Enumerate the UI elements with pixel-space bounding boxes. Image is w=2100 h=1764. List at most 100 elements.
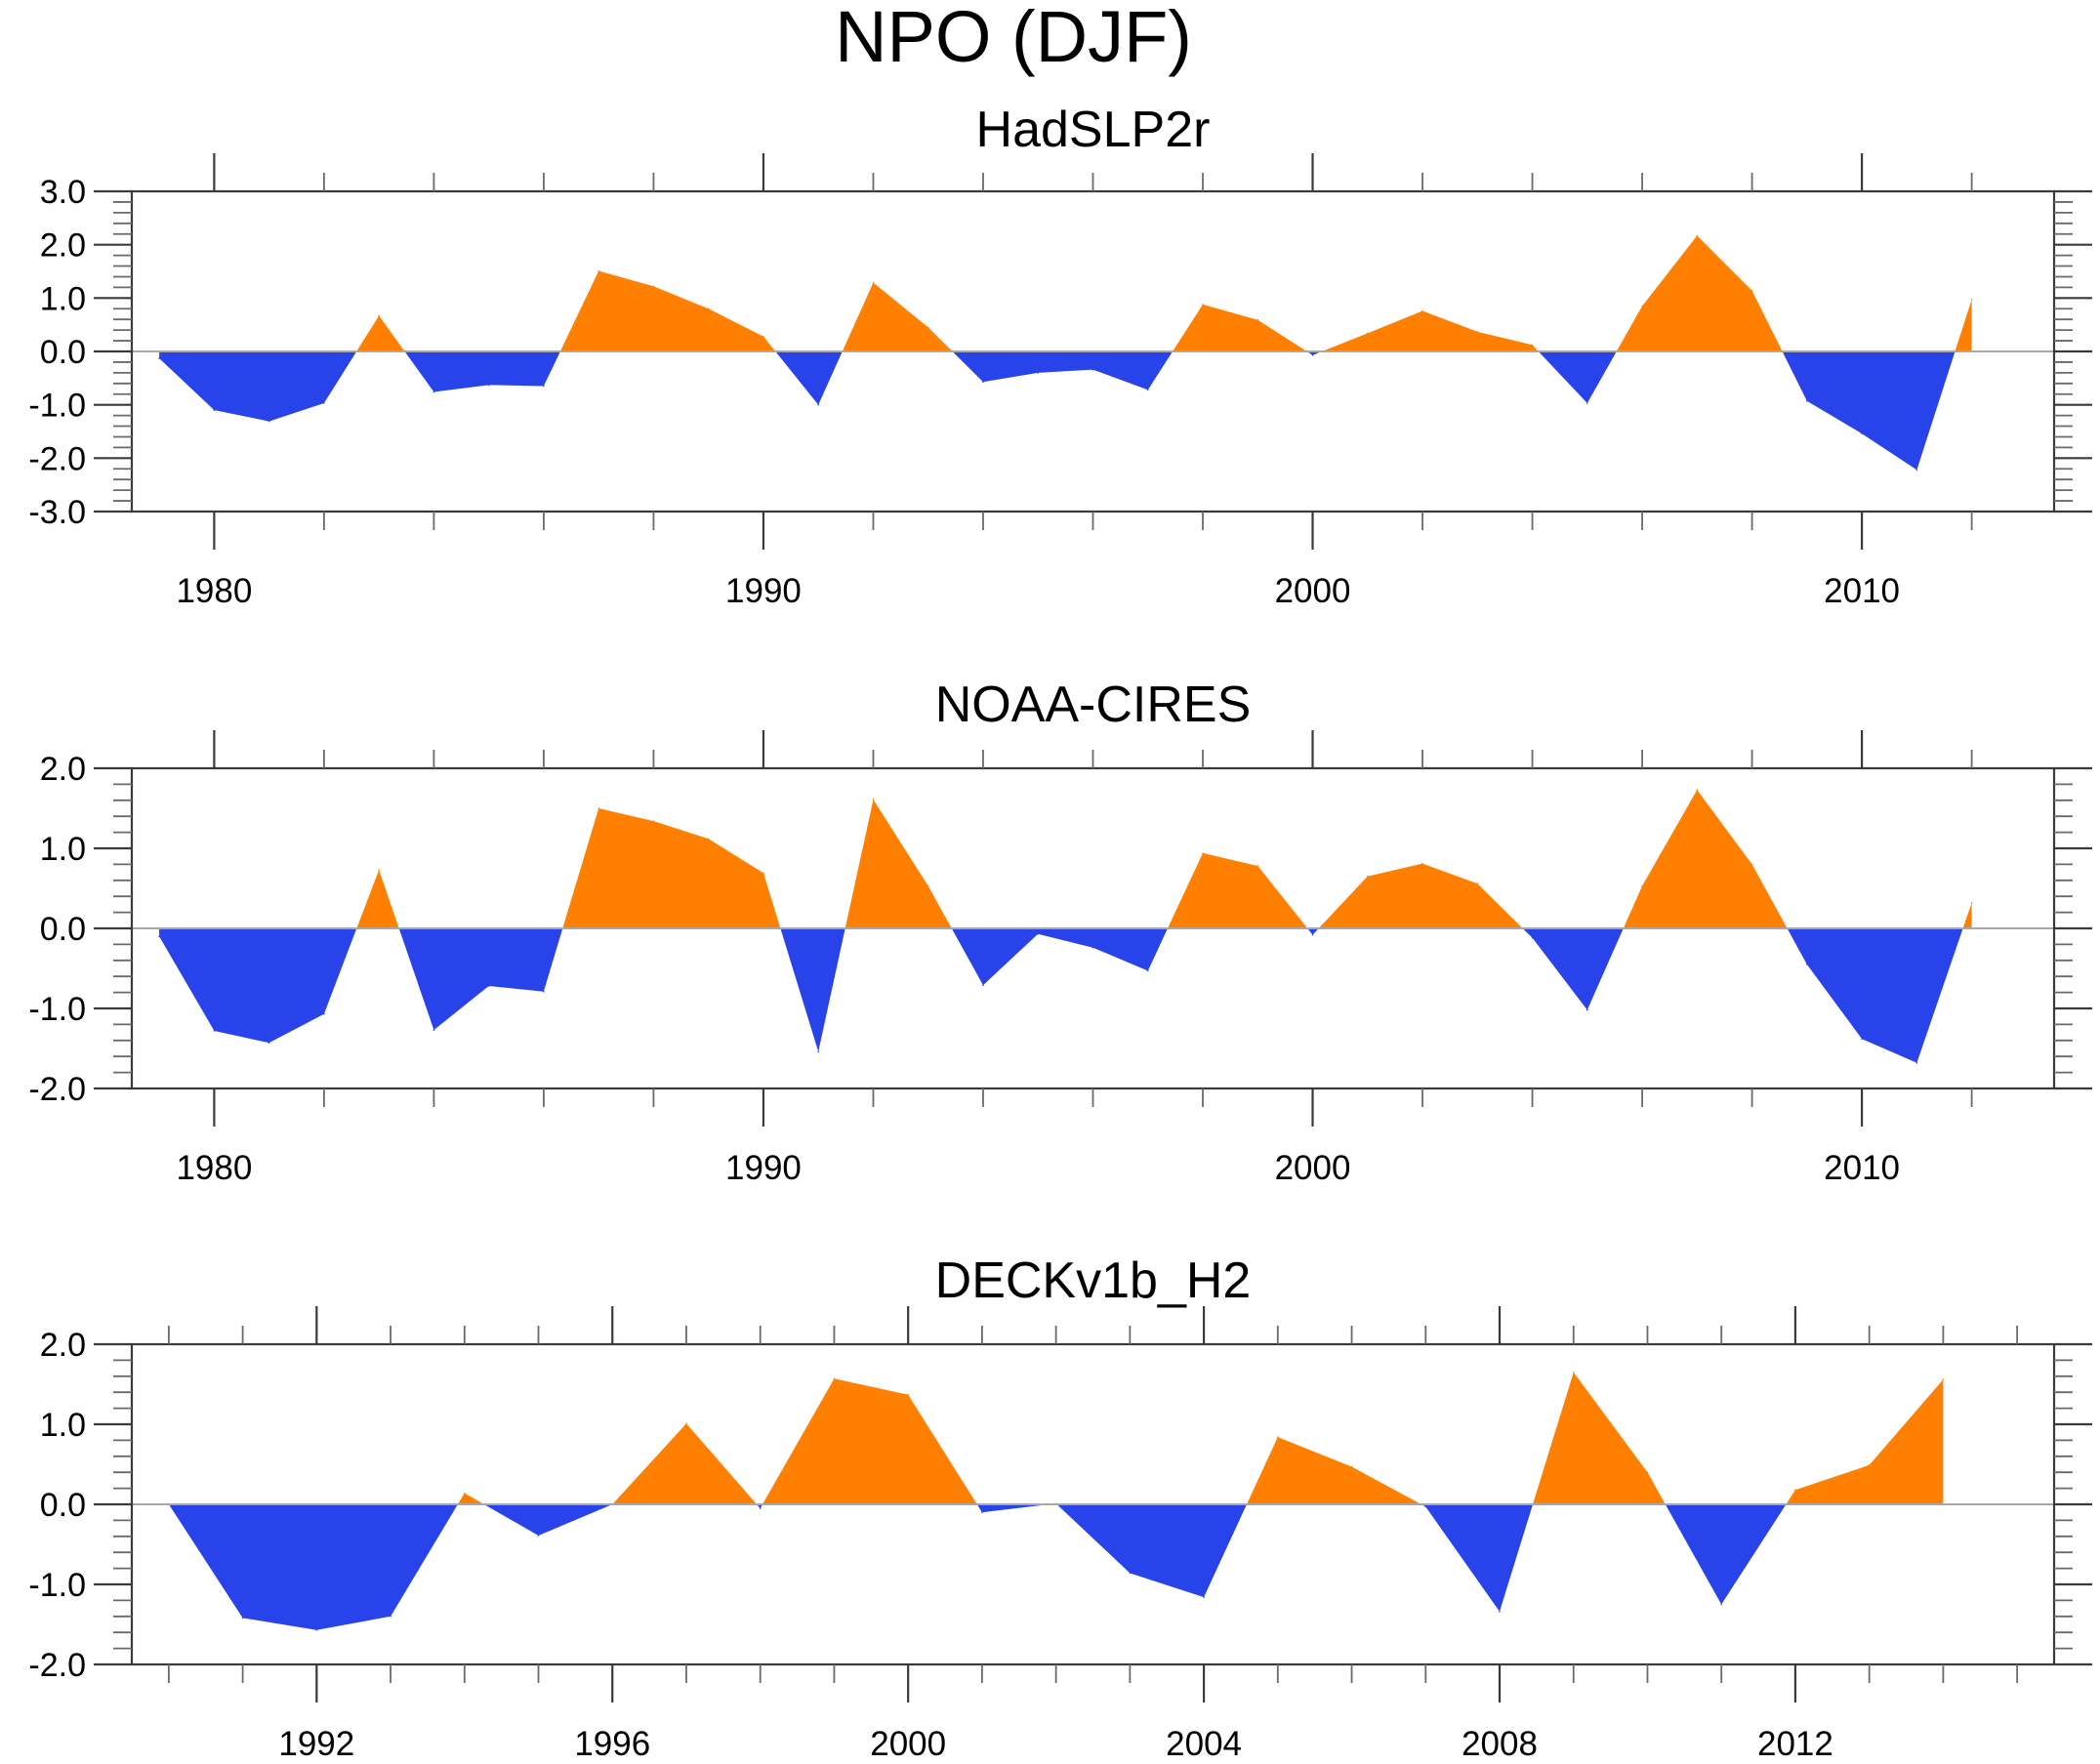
data-point	[872, 799, 875, 800]
data-point	[487, 985, 490, 987]
x-tick-label: 1980	[176, 1149, 252, 1187]
negative-area	[775, 351, 843, 405]
positive-area	[559, 270, 776, 351]
data-point	[378, 314, 381, 317]
x-tick-label: 2000	[1275, 1149, 1351, 1187]
negative-area	[398, 928, 563, 1031]
data-point	[1915, 469, 1918, 472]
negative-area	[1056, 1504, 1247, 1598]
negative-area	[159, 928, 357, 1044]
panel-deckv1b-h2: DECKv1b_H2 -2.0 -1.0 0.0 1.0 2.0 1992 1996 2000…	[28, 1252, 2092, 1763]
y-tick-label: 1.0	[40, 831, 86, 868]
negative-area	[168, 1504, 458, 1630]
negative-area	[404, 351, 560, 392]
data-points	[158, 234, 1973, 472]
y-tick-label: -1.0	[28, 991, 86, 1028]
x-tick-label: 2012	[1757, 1725, 1833, 1763]
data-point	[390, 1616, 391, 1618]
data-point	[1750, 863, 1753, 866]
positive-area	[562, 808, 781, 928]
data-point	[1091, 946, 1094, 949]
data-point	[597, 269, 599, 272]
negative-area	[1782, 351, 1956, 471]
y-tick-label: 2.0	[40, 751, 86, 788]
data-point	[907, 1393, 909, 1396]
data-point	[213, 1030, 216, 1032]
data-point	[1277, 1436, 1279, 1438]
positive-area	[1616, 235, 1783, 351]
data-point	[543, 991, 545, 993]
y-tick-label: -2.0	[28, 440, 86, 477]
positive-area	[1247, 1437, 1421, 1504]
data-point	[652, 820, 655, 822]
x-tick-label: 1990	[725, 572, 802, 610]
data-point	[323, 402, 325, 404]
data-point	[1696, 234, 1699, 237]
panel-noaa-cires: NOAA-CIRES -2.0 -1.0 0.0 1.0 2.0 1980 1990 2000…	[28, 677, 2092, 1187]
data-point	[817, 403, 819, 406]
positive-area	[1168, 852, 1308, 928]
data-point	[1476, 882, 1479, 884]
data-point	[537, 1535, 540, 1537]
data-point	[1499, 1611, 1501, 1613]
positive-area	[844, 800, 952, 928]
data-point	[323, 1012, 325, 1015]
data-point	[1531, 344, 1534, 347]
y-axis: -2.0 -1.0 0.0 1.0 2.0	[28, 751, 2092, 1108]
data-point	[833, 1377, 836, 1380]
data-point	[378, 869, 381, 871]
data-point	[315, 1628, 318, 1631]
data-point	[759, 1507, 762, 1509]
data-point	[1256, 865, 1259, 867]
data-point	[1147, 389, 1149, 391]
data-point	[213, 409, 216, 411]
data-point	[872, 281, 875, 284]
y-tick-label: 3.0	[40, 174, 86, 211]
negative-area	[1522, 928, 1624, 1010]
data-point	[464, 1492, 466, 1495]
data-point	[1573, 1371, 1575, 1374]
data-point	[1424, 1505, 1427, 1508]
y-tick-label: -2.0	[28, 1647, 86, 1684]
positive-area	[1955, 300, 1972, 351]
data-point	[543, 385, 545, 388]
data-point	[1037, 932, 1039, 935]
y-tick-label: 1.0	[40, 1407, 86, 1444]
data-point	[1203, 1596, 1205, 1598]
y-tick-label: -1.0	[28, 1567, 86, 1604]
x-axis: 1980 1990 2000 2010	[176, 730, 1973, 1187]
negative-area	[1307, 928, 1319, 935]
data-point	[1696, 789, 1699, 791]
data-point	[1421, 862, 1423, 865]
negative-area	[780, 928, 845, 1052]
data-point	[241, 1617, 244, 1620]
data-point	[1531, 937, 1534, 939]
x-tick-label: 1992	[278, 1725, 354, 1763]
area-fills	[159, 235, 1972, 471]
data-point	[487, 384, 490, 387]
x-axis: 1992 1996 2000 2004 2008 2012	[167, 1306, 2019, 1763]
data-point	[1350, 1465, 1353, 1468]
panel-title: NOAA-CIRES	[935, 677, 1252, 733]
x-tick-label: 2000	[1275, 572, 1351, 610]
data-point	[1421, 309, 1423, 312]
positive-area	[1962, 902, 1972, 928]
data-point	[158, 357, 160, 359]
data-point	[432, 1029, 435, 1031]
data-point	[1861, 1038, 1863, 1040]
data-point	[982, 984, 984, 986]
positive-area	[356, 315, 405, 351]
data-point	[1586, 402, 1588, 404]
y-tick-label: 2.0	[40, 1327, 86, 1364]
figure-title: NPO (DJF)	[835, 0, 1192, 77]
negative-area	[952, 351, 1174, 390]
negative-area	[1421, 1504, 1533, 1612]
data-point	[1970, 299, 1973, 301]
data-point	[1806, 964, 1808, 965]
data-point	[1091, 368, 1094, 371]
data-point	[982, 381, 984, 384]
data-point	[1147, 969, 1149, 972]
y-tick-label: -3.0	[28, 494, 86, 531]
y-tick-label: -1.0	[28, 388, 86, 425]
